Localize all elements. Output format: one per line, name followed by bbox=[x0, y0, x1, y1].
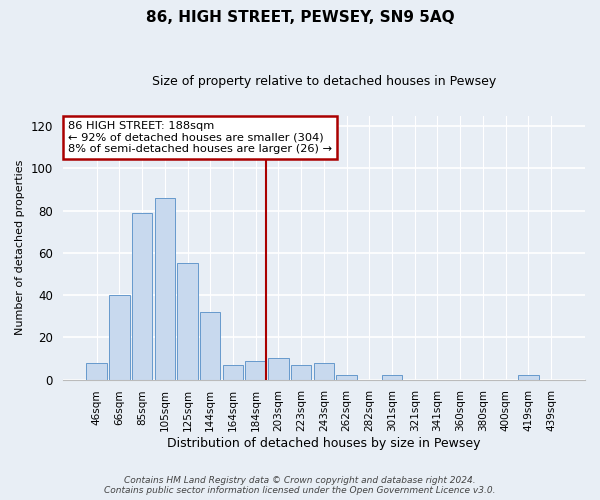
Bar bbox=[518, 376, 539, 380]
Title: Size of property relative to detached houses in Pewsey: Size of property relative to detached ho… bbox=[152, 75, 496, 88]
Bar bbox=[291, 365, 311, 380]
Bar bbox=[268, 358, 289, 380]
Bar bbox=[155, 198, 175, 380]
Text: Contains HM Land Registry data © Crown copyright and database right 2024.
Contai: Contains HM Land Registry data © Crown c… bbox=[104, 476, 496, 495]
Bar bbox=[337, 376, 357, 380]
Bar bbox=[177, 264, 198, 380]
Bar bbox=[223, 365, 243, 380]
Bar bbox=[109, 295, 130, 380]
Bar bbox=[200, 312, 220, 380]
Text: 86 HIGH STREET: 188sqm
← 92% of detached houses are smaller (304)
8% of semi-det: 86 HIGH STREET: 188sqm ← 92% of detached… bbox=[68, 121, 332, 154]
Bar bbox=[314, 362, 334, 380]
Bar bbox=[245, 360, 266, 380]
Bar bbox=[86, 362, 107, 380]
Text: 86, HIGH STREET, PEWSEY, SN9 5AQ: 86, HIGH STREET, PEWSEY, SN9 5AQ bbox=[146, 10, 454, 25]
Bar bbox=[132, 212, 152, 380]
Y-axis label: Number of detached properties: Number of detached properties bbox=[15, 160, 25, 336]
X-axis label: Distribution of detached houses by size in Pewsey: Distribution of detached houses by size … bbox=[167, 437, 481, 450]
Bar bbox=[382, 376, 402, 380]
